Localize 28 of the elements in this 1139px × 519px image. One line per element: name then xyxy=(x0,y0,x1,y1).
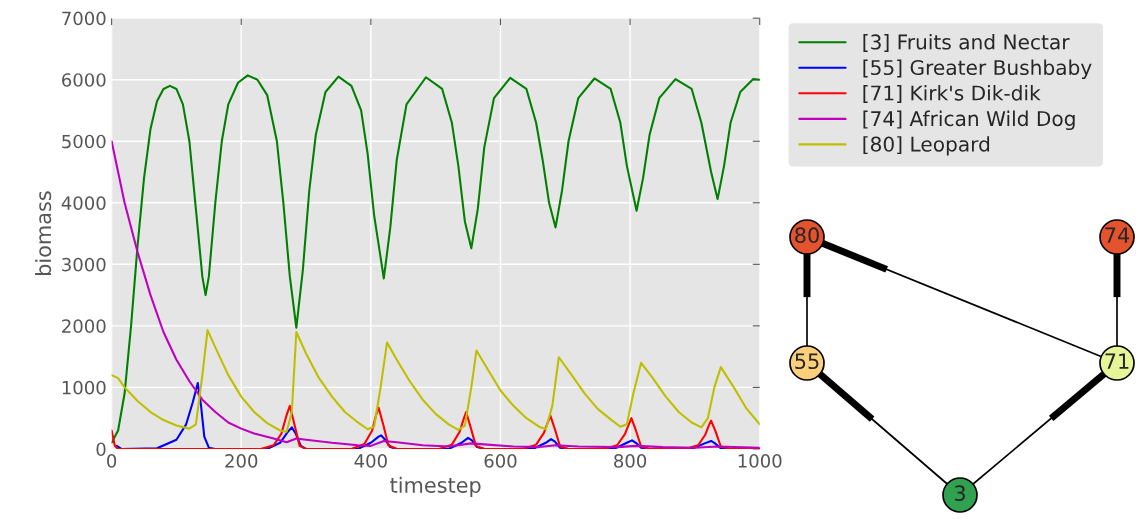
text: 74 xyxy=(1105,227,1130,243)
y-tick-label: 6000 xyxy=(62,73,106,87)
y-tick-label: 2000 xyxy=(62,319,106,333)
x-tick-label: 600 xyxy=(484,454,517,468)
legend-label: [55] Greater Bushbaby xyxy=(863,59,1092,80)
y-tick-label: 7000 xyxy=(62,11,106,26)
y-tick-label: 5000 xyxy=(62,134,106,149)
line-series xyxy=(111,329,760,433)
y-tick-label: 3000 xyxy=(62,257,106,272)
legend-label: [71] Kirk's Dik-dik xyxy=(863,85,1041,104)
y-tick-label: 0 xyxy=(96,442,106,457)
x-tick-label: 0 xyxy=(107,454,117,468)
legend-label: [3] Fruits and Nectar xyxy=(863,34,1070,52)
text: 55 xyxy=(795,353,819,370)
legend-label: [80] Leopard xyxy=(863,136,990,156)
line-series xyxy=(111,74,760,444)
y-axis-title: biomass xyxy=(35,191,52,275)
text: 80 xyxy=(795,227,819,244)
legend-label: [74] African Wild Dog xyxy=(863,110,1075,131)
x-tick-label: 1000 xyxy=(738,454,782,468)
text: 71 xyxy=(1105,353,1129,369)
y-tick-label: 1000 xyxy=(62,380,106,395)
x-tick-label: 200 xyxy=(225,454,258,468)
y-tick-label: 4000 xyxy=(61,196,106,210)
x-tick-label: 800 xyxy=(614,454,647,468)
x-axis-title: timestep xyxy=(390,476,481,497)
text: 3 xyxy=(954,485,965,502)
x-tick-label: 400 xyxy=(354,454,387,468)
